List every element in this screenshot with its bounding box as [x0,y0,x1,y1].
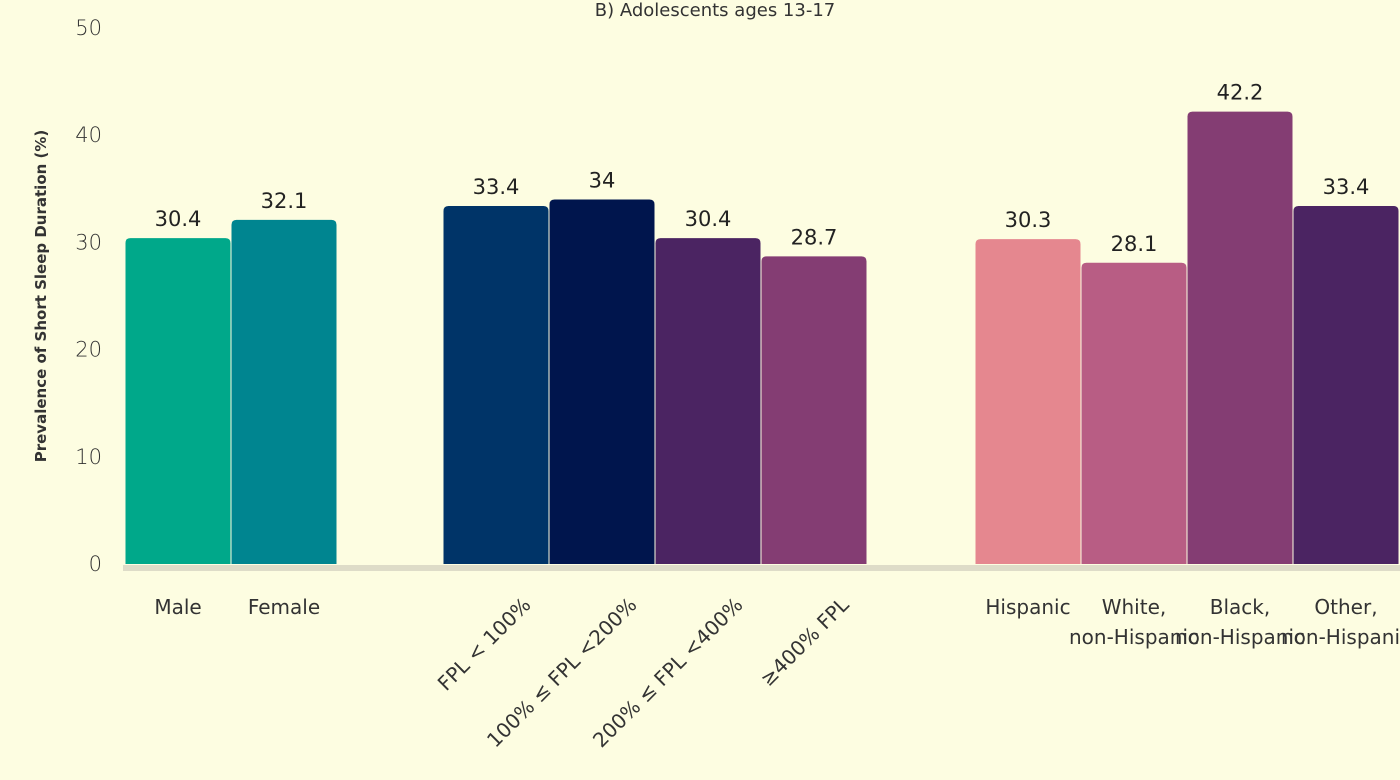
bar [549,199,655,564]
y-tick-label: 30 [75,230,102,254]
bars [125,111,1399,564]
category-label: Female [248,595,320,619]
category-label: White, non-Hispanic [1069,595,1199,649]
category-label: ≥400% FPL [755,592,854,691]
y-axis: 0 10 20 30 40 50 Prevalence of Short Sleep Dur… [32,16,1400,576]
data-label: 33.4 [473,175,520,199]
bar [231,219,337,564]
y-tick-label: 10 [75,445,102,469]
category-label: Other, non-Hispanic [1281,595,1400,649]
category-label: FPL < 100% [433,593,536,696]
bar [1293,205,1399,564]
category-label: Hispanic [985,595,1070,619]
y-tick-label: 50 [75,16,102,40]
bar [1081,262,1187,564]
y-axis-label: Prevalence of Short Sleep Duration (%) [32,130,50,463]
y-tick-label: 20 [75,338,102,362]
data-label: 32.1 [261,189,308,213]
category-label: Black, non-Hispanic [1175,595,1305,649]
data-label: 33.4 [1323,175,1370,199]
bar [975,239,1081,564]
y-tick-label: 40 [75,123,102,147]
data-label: 28.7 [791,225,838,249]
data-label: 30.4 [685,207,732,231]
x-axis-line [123,565,1400,571]
data-label: 28.1 [1111,232,1158,256]
data-label: 34 [589,169,616,193]
bar [655,238,761,564]
bar [443,205,549,564]
data-label: 30.4 [155,207,202,231]
bar [1187,111,1293,564]
data-labels: 30.4 32.1 33.4 34 30.4 28.7 30.3 28.1 42.2 33.4 [155,81,1370,256]
category-labels: Male Female FPL < 100%100% ≤ FPL <200%200%… [154,592,1400,752]
data-label: 30.3 [1005,208,1052,232]
bar [761,256,867,564]
y-tick-label: 0 [89,552,102,576]
chart-title: B) Adolescents ages 13-17 [595,0,835,21]
data-label: 42.2 [1217,81,1264,105]
category-label: Male [154,595,201,619]
bar [125,238,231,564]
